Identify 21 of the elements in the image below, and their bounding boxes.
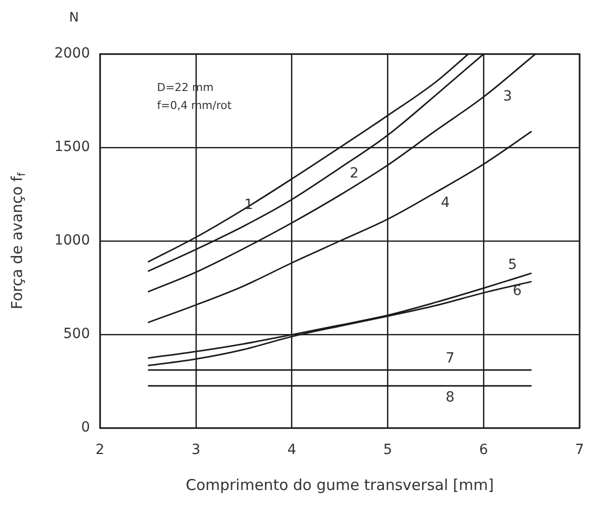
y-tick-label: 500 [63, 326, 90, 342]
x-tick-label: 4 [287, 442, 296, 458]
text: N [69, 10, 79, 26]
series-label: 4 [440, 195, 450, 212]
x-tick-label: 6 [479, 442, 488, 458]
series-label: 5 [508, 256, 517, 273]
series-label: 7 [446, 350, 455, 366]
y-tick-label: 1000 [54, 232, 90, 249]
y-tick-label: 1500 [54, 139, 90, 156]
x-axis-title: Comprimento do gume transversal [mm] [186, 476, 494, 494]
series-label: 3 [503, 88, 512, 105]
y-axis-title: Força de avanço ff [8, 172, 28, 310]
series-label: 6 [512, 283, 522, 300]
series-label: 8 [446, 390, 455, 406]
x-tick-label: 5 [383, 442, 392, 458]
series-label: 2 [350, 165, 359, 182]
y-tick-label: 2000 [54, 46, 90, 62]
x-tick-label: 2 [96, 442, 104, 458]
x-tick-label: 3 [191, 442, 200, 458]
y-tick-label: 0 [81, 420, 90, 436]
x-tick-label: 7 [575, 442, 584, 458]
